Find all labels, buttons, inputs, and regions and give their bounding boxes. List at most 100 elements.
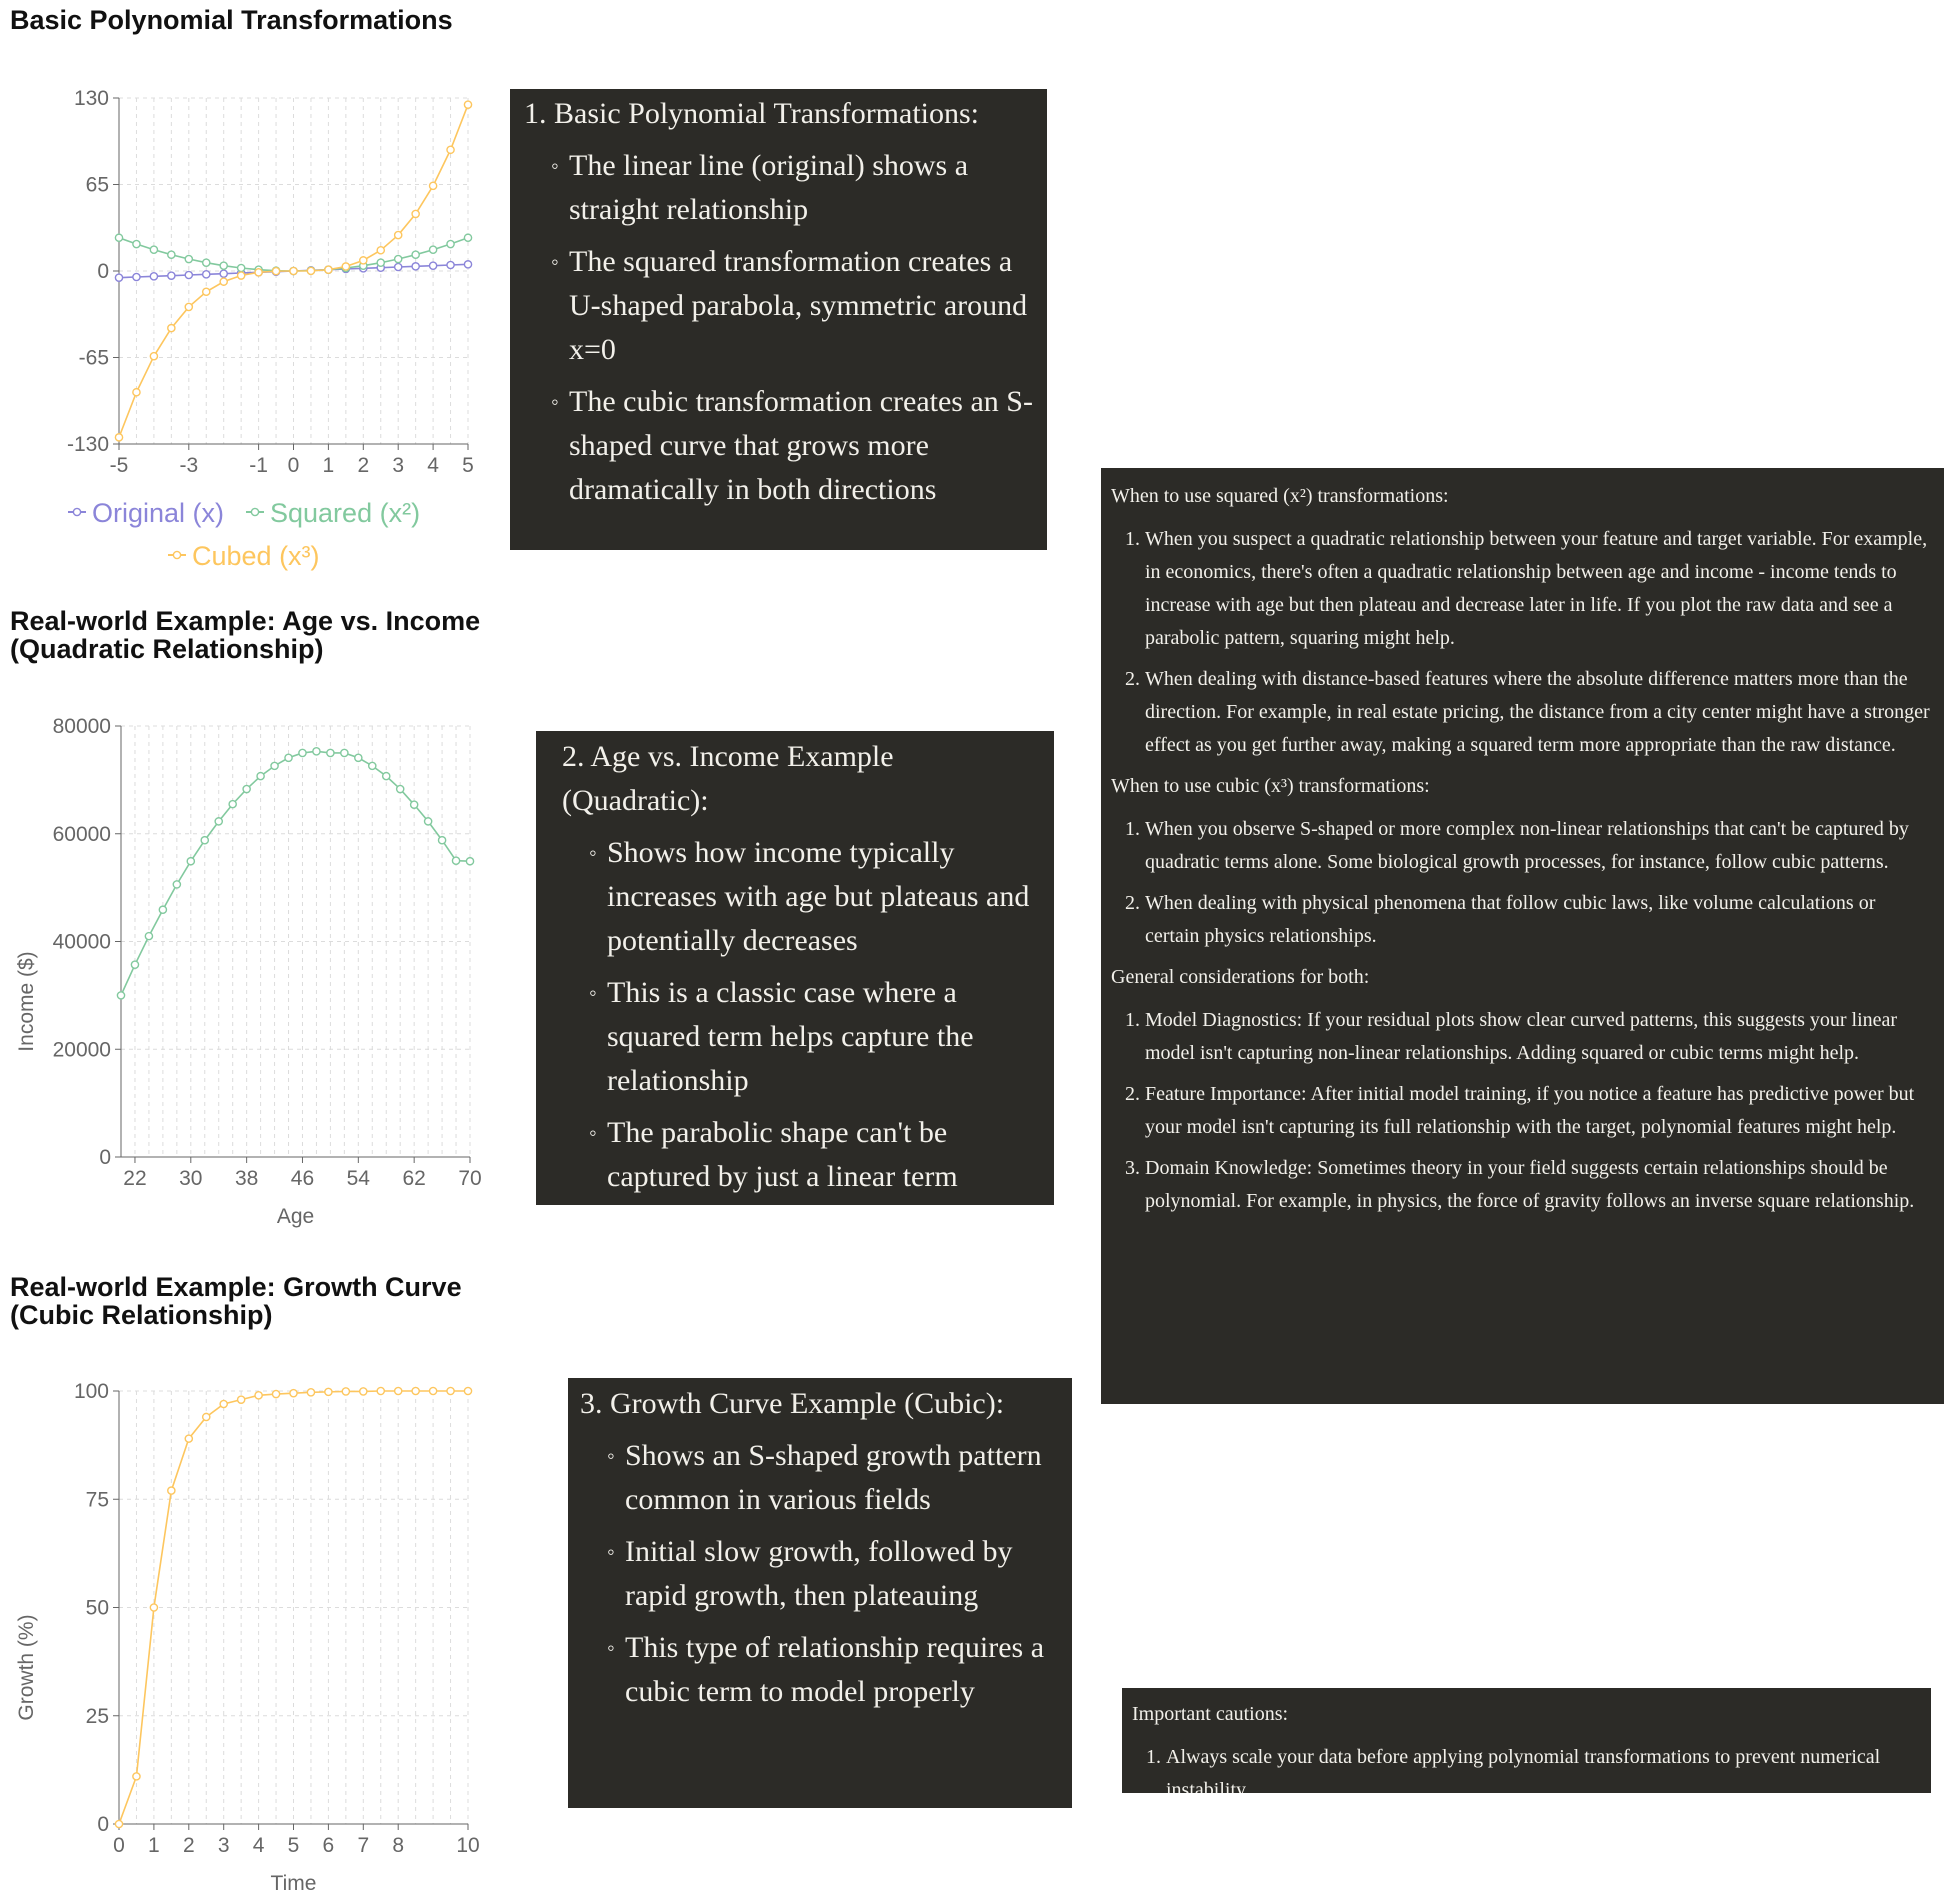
general-guide-list: Model Diagnostics: If your residual plot… xyxy=(1111,1004,1932,1218)
guide-item: When dealing with distance-based feature… xyxy=(1145,663,1932,762)
box2-list: Shows how income typically increases wit… xyxy=(562,831,1046,1199)
y-tick-label: 50 xyxy=(86,1597,109,1620)
legend-item: Original (x) xyxy=(68,498,224,528)
x-tick-label: 3 xyxy=(218,1834,230,1857)
squared-guide-title: When to use squared (x²) transformations… xyxy=(1111,485,1449,507)
data-point xyxy=(409,800,419,809)
y-tick-label: -65 xyxy=(79,347,109,370)
box3-heading: 3. Growth Curve Example (Cubic): xyxy=(580,1387,1005,1420)
data-point xyxy=(219,269,228,278)
data-point xyxy=(132,387,141,397)
y-tick-label: 20000 xyxy=(53,1038,111,1061)
x-tick-label: 54 xyxy=(347,1167,371,1190)
x-tick-label: 10 xyxy=(456,1834,479,1857)
chart1-title: Basic Polynomial Transformations xyxy=(10,5,453,35)
x-axis-label: Age xyxy=(277,1205,314,1228)
x-tick-label: 7 xyxy=(357,1834,369,1857)
data-point xyxy=(451,856,461,865)
data-point xyxy=(132,239,141,249)
box3-list: Shows an S-shaped growth pattern common … xyxy=(580,1434,1064,1714)
x-tick-label: 0 xyxy=(113,1834,125,1857)
y-tick-label: 100 xyxy=(74,1380,109,1403)
data-point xyxy=(132,272,141,282)
box1-item: The linear line (original) shows a strai… xyxy=(551,144,1039,232)
data-point xyxy=(201,270,211,279)
data-point xyxy=(393,1386,403,1396)
y-tick-label: 75 xyxy=(86,1488,109,1511)
data-point xyxy=(465,856,475,866)
data-point xyxy=(144,931,154,941)
data-point xyxy=(158,905,168,915)
guide-item: When you suspect a quadratic relationshi… xyxy=(1145,523,1932,655)
data-point xyxy=(114,1819,124,1829)
y-tick-label: -130 xyxy=(67,433,109,456)
data-point xyxy=(214,817,224,826)
x-tick-label: 3 xyxy=(392,454,404,477)
x-tick-label: -1 xyxy=(249,454,268,477)
data-point xyxy=(201,1412,211,1422)
data-point xyxy=(236,263,246,273)
data-point xyxy=(254,268,263,277)
x-tick-label: 1 xyxy=(323,454,335,477)
data-point xyxy=(149,351,159,361)
data-point xyxy=(354,753,363,763)
explanation-box-3: 3. Growth Curve Example (Cubic): Shows a… xyxy=(568,1378,1072,1808)
box3-item: Initial slow growth, followed by rapid g… xyxy=(607,1530,1064,1618)
data-point xyxy=(201,258,211,267)
data-point xyxy=(358,256,368,265)
data-point xyxy=(149,245,159,255)
data-point xyxy=(437,835,447,845)
chart2-age-income: 80000 60000 40000 20000 0 22 30 38 46 54 62 70 Age In… xyxy=(15,715,482,1228)
data-point xyxy=(289,266,298,276)
legend-label: Cubed (x³) xyxy=(192,541,320,571)
data-point xyxy=(172,880,182,889)
y-tick-label: 0 xyxy=(97,260,109,283)
box1-list: The linear line (original) shows a strai… xyxy=(524,144,1039,512)
data-point xyxy=(306,266,316,276)
guide-item: Feature Importance: After initial model … xyxy=(1145,1078,1932,1144)
cautions-title: Important cautions: xyxy=(1132,1703,1289,1725)
x-tick-label: 2 xyxy=(357,454,369,477)
y-tick-label: 40000 xyxy=(53,931,111,954)
data-point xyxy=(184,254,194,264)
data-point xyxy=(298,748,307,758)
data-point xyxy=(167,271,176,280)
series-line xyxy=(120,750,471,996)
data-point xyxy=(219,1399,228,1409)
x-tick-label: 5 xyxy=(288,1834,300,1857)
data-point xyxy=(167,250,176,259)
legend-label: Original (x) xyxy=(92,498,224,528)
data-point xyxy=(242,784,251,794)
box1-item: The cubic transformation creates an S-sh… xyxy=(551,380,1039,512)
general-guide-title: General considerations for both: xyxy=(1111,966,1370,988)
caution-item: Always scale your data before applying p… xyxy=(1166,1741,1919,1793)
x-tick-label: 0 xyxy=(288,454,300,477)
y-tick-label: 130 xyxy=(74,87,109,110)
data-point xyxy=(326,748,335,758)
y-tick-label: 80000 xyxy=(53,715,111,738)
data-point xyxy=(184,1434,194,1443)
y-tick-label: 65 xyxy=(86,174,109,197)
data-point xyxy=(428,261,438,270)
data-point xyxy=(381,771,391,781)
legend-swatch-dot xyxy=(72,507,82,517)
data-point xyxy=(201,287,211,297)
data-point xyxy=(463,100,473,109)
x-tick-label: 38 xyxy=(235,1167,258,1190)
data-point xyxy=(376,1386,386,1396)
legend-item: Squared (x²) xyxy=(246,498,420,528)
data-point xyxy=(358,1387,368,1396)
data-point xyxy=(271,1389,281,1399)
data-point xyxy=(446,145,455,155)
data-point xyxy=(219,261,228,270)
x-tick-label: 70 xyxy=(458,1167,481,1190)
x-tick-label: 1 xyxy=(148,1834,160,1857)
legend-swatch-dot xyxy=(250,507,260,517)
data-point xyxy=(411,250,420,259)
data-point xyxy=(395,784,405,794)
legend-item: Cubed (x³) xyxy=(168,541,320,571)
data-point xyxy=(411,1386,420,1396)
transformation-guide-box: When to use squared (x²) transformations… xyxy=(1101,468,1944,1404)
data-point xyxy=(130,960,140,969)
data-point xyxy=(393,262,403,272)
